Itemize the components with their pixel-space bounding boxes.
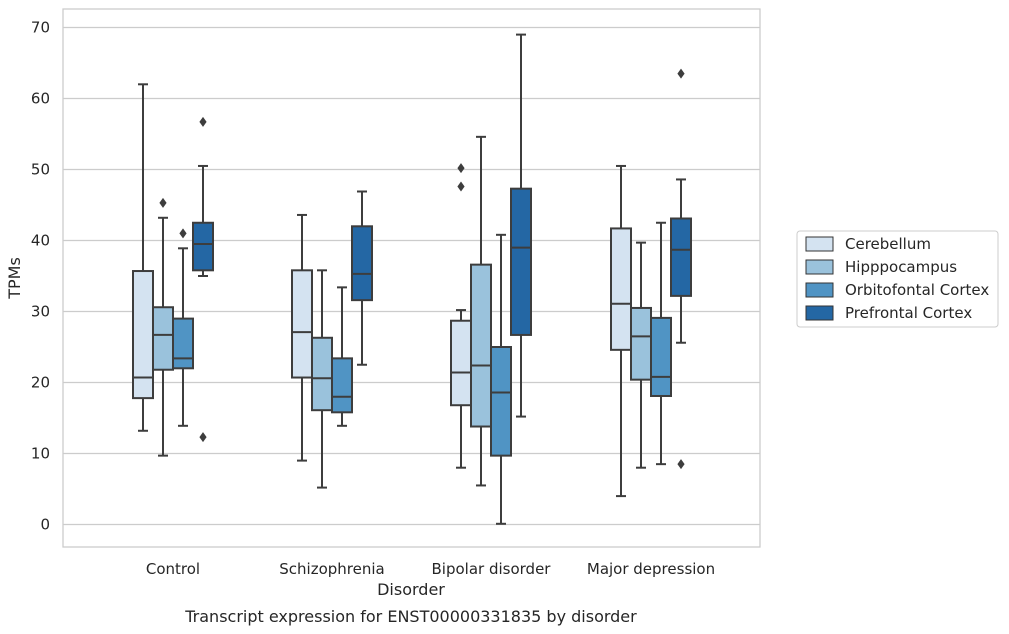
legend-label: Cerebellum xyxy=(845,235,931,253)
iqr-box xyxy=(510,187,532,336)
outlier-point xyxy=(677,68,685,79)
box-hipppocampus-1 xyxy=(311,269,333,489)
iqr-box xyxy=(670,217,692,297)
outlier-point xyxy=(179,228,187,239)
y-tick-label: 0 xyxy=(40,516,50,534)
grid-lines xyxy=(63,26,760,526)
legend-label: Orbitofontal Cortex xyxy=(845,281,989,299)
y-tick-label: 50 xyxy=(31,161,50,179)
box-cerebellum-1 xyxy=(291,213,313,462)
legend-swatch xyxy=(805,282,834,298)
outlier-point xyxy=(199,116,207,127)
legend-label: Prefrontal Cortex xyxy=(845,304,972,322)
iqr-box xyxy=(132,270,154,400)
legend-swatch xyxy=(805,236,834,252)
box-cerebellum-2 xyxy=(450,163,472,469)
iqr-box xyxy=(470,263,492,428)
box-cerebellum-0 xyxy=(132,83,154,432)
iqr-box xyxy=(172,317,194,370)
legend-swatch xyxy=(805,305,834,321)
x-axis-label: Disorder xyxy=(377,580,445,599)
y-tick-labels: 0 10 20 30 40 50 60 70 xyxy=(31,19,50,534)
box-orbitofontal-cortex-3 xyxy=(650,221,672,466)
box-orbitofontal-cortex-1 xyxy=(331,286,353,427)
x-tick-labels: Control Schizophrenia Bipolar disorder Majo… xyxy=(146,560,715,578)
y-tick-label: 30 xyxy=(31,303,50,321)
y-tick-label: 10 xyxy=(31,445,50,463)
legend-swatch xyxy=(805,259,834,275)
y-tick-label: 70 xyxy=(31,19,50,37)
box-orbitofontal-cortex-0 xyxy=(172,228,194,427)
iqr-box xyxy=(152,306,174,371)
outlier-point xyxy=(457,181,465,192)
outlier-point xyxy=(457,163,465,174)
legend-label: Hipppocampus xyxy=(845,258,957,276)
plot-frame xyxy=(62,8,761,548)
outlier-point xyxy=(159,197,167,208)
box-hipppocampus-3 xyxy=(630,241,652,469)
x-tick-label: Control xyxy=(146,560,200,578)
iqr-box xyxy=(490,346,512,457)
box-prefrontal-cortex-1 xyxy=(351,190,373,366)
iqr-box xyxy=(610,227,632,351)
box-prefrontal-cortex-3 xyxy=(670,68,692,470)
box-orbitofontal-cortex-2 xyxy=(490,233,512,525)
legend: Cerebellum Hipppocampus Orbitofontal Corte… xyxy=(796,230,999,328)
iqr-box xyxy=(311,336,333,412)
iqr-box xyxy=(291,269,313,379)
box-hipppocampus-2 xyxy=(470,135,492,487)
outlier-point xyxy=(677,459,685,470)
x-tick-label: Schizophrenia xyxy=(279,560,384,578)
iqr-box xyxy=(630,306,652,381)
iqr-box xyxy=(650,316,672,397)
figure-caption: Transcript expression for ENST0000033183… xyxy=(184,607,637,626)
box-cerebellum-3 xyxy=(610,164,632,498)
box-prefrontal-cortex-0 xyxy=(192,116,214,443)
y-tick-label: 60 xyxy=(31,90,50,108)
box-hipppocampus-0 xyxy=(152,197,174,457)
iqr-box xyxy=(192,221,214,272)
y-axis-label: TPMs xyxy=(5,257,24,300)
box-prefrontal-cortex-2 xyxy=(510,33,532,418)
y-tick-label: 40 xyxy=(31,232,50,250)
x-tick-label: Bipolar disorder xyxy=(432,560,552,578)
x-tick-label: Major depression xyxy=(587,560,715,578)
iqr-box xyxy=(450,319,472,407)
iqr-box xyxy=(351,225,373,302)
boxes-layer xyxy=(132,33,692,525)
y-tick-label: 20 xyxy=(31,374,50,392)
outlier-point xyxy=(199,432,207,443)
iqr-box xyxy=(331,357,353,414)
legend-frame xyxy=(796,230,999,328)
